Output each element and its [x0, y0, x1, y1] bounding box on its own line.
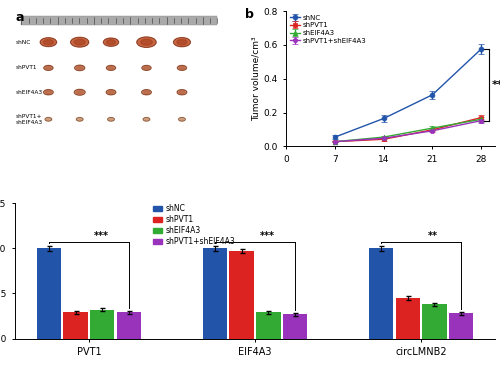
Bar [37, 248, 62, 339]
Ellipse shape [174, 38, 190, 47]
Text: ***: *** [94, 231, 108, 241]
Ellipse shape [44, 66, 53, 70]
Ellipse shape [46, 118, 50, 120]
Bar [22, 17, 218, 25]
Ellipse shape [143, 117, 150, 121]
Bar [396, 298, 420, 339]
Bar [203, 248, 228, 339]
Ellipse shape [44, 90, 53, 95]
Bar [256, 312, 280, 339]
Ellipse shape [137, 37, 156, 47]
Ellipse shape [74, 89, 85, 95]
Bar [422, 304, 446, 339]
Ellipse shape [70, 37, 88, 47]
Text: ***: *** [260, 231, 274, 241]
Ellipse shape [46, 91, 52, 94]
Ellipse shape [106, 40, 116, 45]
Ellipse shape [44, 39, 54, 45]
Bar [116, 312, 141, 339]
Ellipse shape [177, 90, 187, 95]
Bar [448, 313, 473, 339]
Ellipse shape [108, 117, 114, 121]
Ellipse shape [108, 66, 114, 69]
Text: ***: *** [492, 80, 500, 90]
Ellipse shape [76, 66, 82, 70]
Legend: shNC, shPVT1, shEIF4A3, shPVT1+shEIF4A3: shNC, shPVT1, shEIF4A3, shPVT1+shEIF4A3 [290, 14, 366, 44]
Bar [230, 251, 254, 339]
Ellipse shape [144, 66, 149, 69]
Bar [282, 314, 307, 339]
Ellipse shape [144, 118, 148, 120]
Ellipse shape [109, 118, 113, 120]
Ellipse shape [178, 66, 186, 70]
Bar [369, 248, 394, 339]
Text: **: ** [428, 231, 438, 241]
Ellipse shape [74, 65, 85, 71]
Ellipse shape [144, 91, 150, 94]
Ellipse shape [106, 90, 116, 95]
Ellipse shape [180, 118, 184, 120]
Text: shPVT1: shPVT1 [16, 66, 38, 70]
Bar [64, 312, 88, 339]
Text: shEIF4A3: shEIF4A3 [16, 90, 43, 95]
Text: a: a [15, 11, 24, 24]
Ellipse shape [45, 117, 52, 121]
Text: b: b [244, 8, 254, 21]
Ellipse shape [177, 39, 187, 45]
Ellipse shape [78, 118, 82, 120]
Text: shPVT1+
shEIF4A3: shPVT1+ shEIF4A3 [16, 114, 43, 125]
Ellipse shape [179, 91, 185, 94]
Ellipse shape [46, 66, 51, 69]
Text: shNC: shNC [16, 40, 32, 45]
Ellipse shape [142, 66, 151, 70]
Legend: shNC, shPVT1, shEIF4A3, shPVT1+shEIF4A3: shNC, shPVT1, shEIF4A3, shPVT1+shEIF4A3 [153, 204, 235, 246]
Bar [90, 310, 114, 339]
Ellipse shape [76, 117, 83, 121]
Ellipse shape [108, 91, 114, 94]
Ellipse shape [179, 66, 184, 69]
Ellipse shape [178, 117, 186, 121]
Ellipse shape [142, 90, 152, 95]
Ellipse shape [106, 66, 116, 70]
Ellipse shape [140, 39, 152, 45]
Ellipse shape [76, 91, 83, 94]
Y-axis label: Tumor volume/cm³: Tumor volume/cm³ [252, 36, 261, 121]
Ellipse shape [74, 39, 85, 45]
Ellipse shape [40, 38, 56, 46]
Ellipse shape [104, 38, 118, 46]
